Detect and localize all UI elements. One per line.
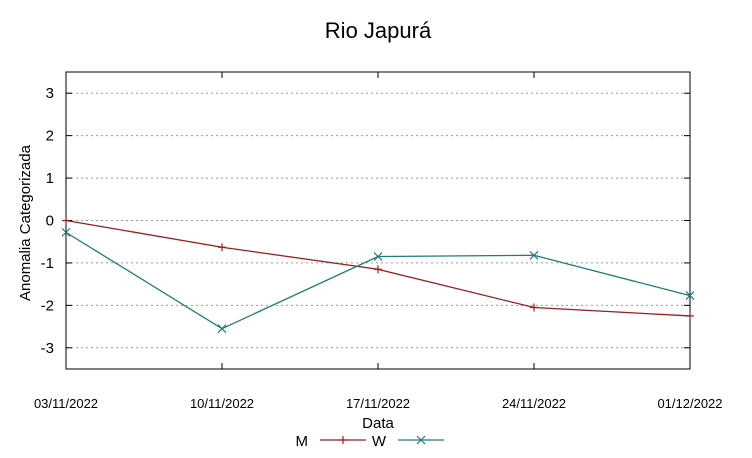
data-point-m	[374, 265, 382, 274]
series-line-w	[65, 231, 691, 330]
series-m	[62, 216, 694, 320]
chart-title: Rio Japurá	[325, 18, 432, 43]
y-axis-ticks: 3 2 1 0 -1 -2 -3	[41, 85, 690, 357]
grid	[66, 92, 690, 349]
legend-marker	[339, 436, 347, 444]
legend-sample-w	[398, 435, 444, 445]
legend-sample-m	[320, 436, 366, 444]
x-tick-label: 17/11/2022	[346, 396, 410, 411]
legend-label-w: W	[372, 433, 387, 450]
series-w	[61, 227, 695, 334]
legend-label-m: M	[296, 433, 309, 450]
y-axis-label: Anomalia Categorizada	[17, 144, 34, 301]
legend: M W	[296, 433, 444, 450]
x-tick-label: 03/11/2022	[34, 396, 98, 411]
y-tick-label: -2	[41, 297, 54, 314]
data-point-w	[529, 250, 539, 260]
x-tick-label: 10/11/2022	[190, 396, 254, 411]
y-tick-label: 1	[46, 170, 54, 187]
data-point-m	[686, 311, 694, 320]
x-tick-label: 01/12/2022	[657, 396, 722, 411]
legend-marker	[416, 435, 426, 445]
y-tick-label: -1	[41, 255, 54, 272]
data-point-w	[61, 227, 71, 237]
x-tick-label: 24/11/2022	[502, 396, 566, 411]
y-tick-label: 2	[46, 128, 54, 145]
x-axis-ticks: 03/11/2022 10/11/2022 17/11/2022 24/11/2022…	[34, 72, 723, 411]
data-point-m	[62, 216, 70, 225]
y-tick-label: -3	[41, 340, 54, 357]
data-point-w	[217, 324, 227, 334]
data-point-m	[530, 303, 538, 312]
data-point-w	[685, 291, 695, 301]
data-point-m	[218, 243, 226, 252]
y-tick-label: 0	[46, 213, 54, 230]
series	[61, 216, 695, 334]
data-point-w	[373, 252, 383, 261]
x-axis-label: Data	[362, 415, 394, 432]
y-tick-label: 3	[46, 85, 54, 102]
